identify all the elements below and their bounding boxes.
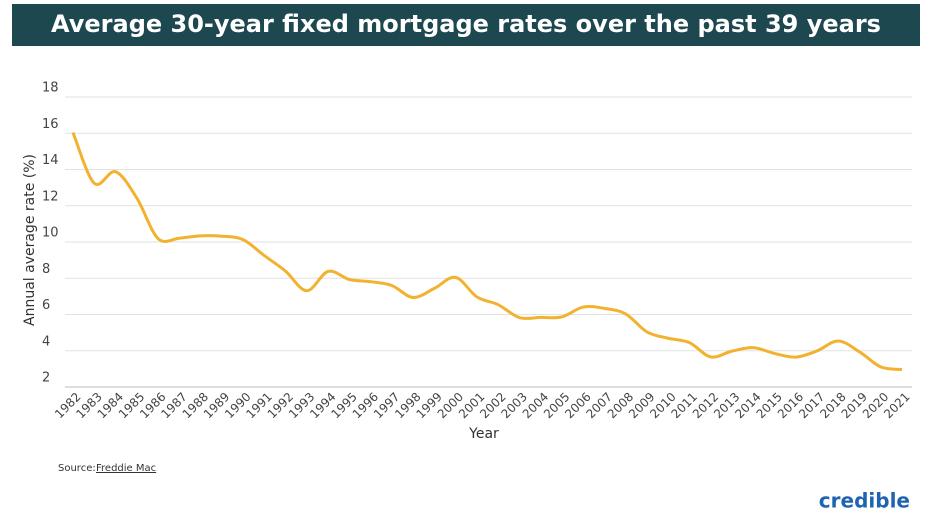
y-tick-label: 2: [42, 371, 50, 386]
y-tick-label: 16: [42, 117, 59, 132]
y-tick-label: 10: [42, 226, 59, 241]
x-axis-label: Year: [468, 426, 499, 442]
y-tick-label: 8: [42, 262, 50, 277]
source-link[interactable]: Freddie Mac: [96, 463, 156, 474]
y-tick-label: 18: [42, 81, 59, 96]
y-tick-label: 14: [42, 153, 59, 168]
y-tick-label: 12: [42, 189, 59, 204]
title-bar: [12, 4, 920, 46]
y-axis-label: Annual average rate (%): [22, 154, 38, 326]
source-prefix: Source:: [58, 463, 96, 474]
y-tick-label: 6: [42, 298, 50, 313]
brand-logo: credible: [819, 489, 910, 513]
y-tick-label: 4: [42, 334, 50, 349]
rate-line: [71, 131, 903, 372]
chart-title: Average 30-year fixed mortgage rates ove…: [51, 10, 881, 38]
